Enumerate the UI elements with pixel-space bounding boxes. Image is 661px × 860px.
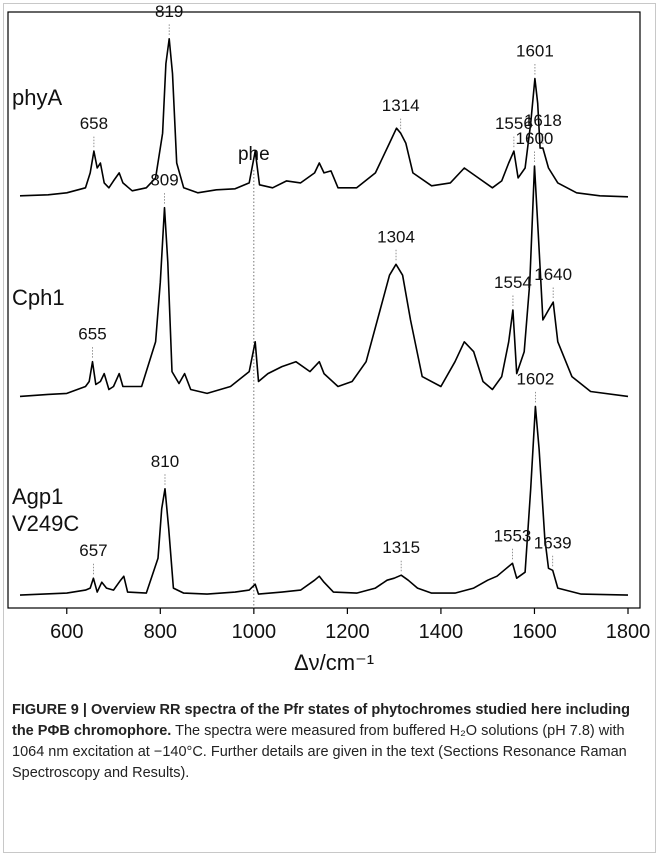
spectrum-line [19, 165, 629, 398]
x-tick-label: 1000 [232, 621, 277, 643]
x-axis-label: Δν/cm⁻¹ [294, 650, 374, 675]
x-tick-label: 1600 [512, 621, 557, 643]
peak-label: 1553 [494, 526, 532, 545]
series-name: phyA [12, 84, 63, 110]
peak-label: 1600 [516, 129, 554, 148]
peak-label: 1602 [516, 369, 554, 388]
peak-label: 658 [80, 114, 108, 133]
peak-label: 809 [150, 171, 178, 190]
caption-text: The spectra were measured from buffered … [12, 723, 627, 781]
peak-label: 1554 [494, 273, 532, 292]
x-tick-label: 800 [144, 621, 177, 643]
peak-label: 1601 [516, 42, 554, 61]
plot-frame [7, 11, 641, 609]
peak-label: 1640 [534, 265, 572, 284]
x-tick-label: 1200 [325, 621, 370, 643]
peak-label: 1304 [377, 227, 415, 246]
chart: 600 800 1000 1200 1400 1600 1800Δν/cm⁻¹phe6588… [7, 2, 651, 675]
caption-title: FIGURE 9 | Overview RR spectra of the Pf… [12, 702, 631, 739]
peak-label: 819 [155, 2, 183, 21]
peak-label: 657 [79, 541, 107, 560]
spectrum-line [19, 405, 629, 596]
figure-border [3, 3, 656, 853]
series-name: Agp1 V249C [12, 484, 80, 537]
series-name: Cph1 [12, 285, 65, 311]
peak-label: 1556 [495, 114, 533, 133]
peak-label: 810 [151, 452, 179, 471]
peak-label: 655 [78, 325, 106, 344]
peak-label: 1315 [382, 538, 420, 557]
peak-label: 1618 [524, 111, 562, 130]
spectrum-line [19, 38, 629, 198]
x-tick-label: 1800 [606, 621, 651, 643]
caption: FIGURE 9 | Overview RR spectra of the Pf… [12, 700, 644, 784]
x-tick-label: 1400 [419, 621, 464, 643]
peak-label: 1639 [534, 533, 572, 552]
x-tick-label: 600 [50, 621, 83, 643]
peak-label: 1314 [382, 96, 420, 115]
